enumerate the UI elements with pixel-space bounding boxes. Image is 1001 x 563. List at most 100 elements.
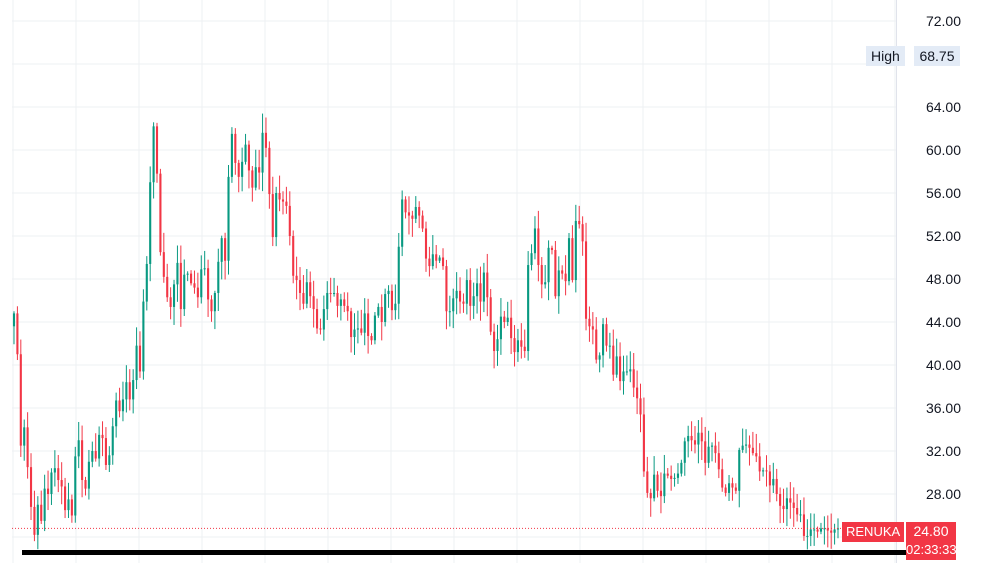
y-tick-label: 32.00 [925, 443, 961, 459]
candle-body [36, 504, 39, 535]
candle-body [155, 126, 159, 174]
candle-body [353, 329, 356, 338]
candle-body [707, 446, 710, 463]
y-tick-label: 56.00 [925, 185, 961, 201]
candle [125, 365, 128, 413]
candle [796, 493, 799, 522]
candle [745, 429, 748, 454]
candle [520, 323, 523, 359]
candle [476, 268, 479, 314]
candle [387, 285, 390, 308]
candle [98, 426, 101, 467]
candle-body [721, 469, 724, 488]
candle-body [533, 228, 537, 254]
candle-body [67, 499, 70, 511]
candle-body [836, 528, 840, 530]
candle-body [687, 435, 690, 442]
candle [537, 210, 540, 282]
candle-body [166, 276, 169, 298]
candle-body [207, 268, 210, 300]
candle-body [782, 505, 785, 510]
candle [789, 482, 792, 519]
candle-body [673, 477, 676, 479]
candle [159, 168, 162, 256]
candle [414, 196, 417, 224]
candle-body [693, 440, 697, 445]
candle [155, 122, 159, 183]
candle-body [46, 488, 50, 494]
candle [288, 191, 291, 246]
candle-body [550, 247, 554, 250]
candle [826, 515, 829, 548]
candle [247, 140, 250, 189]
candle-body [203, 268, 206, 270]
candle-body [486, 272, 489, 298]
candle-body [193, 283, 196, 288]
candle [683, 437, 686, 476]
candle [322, 295, 325, 341]
candle-body [12, 313, 16, 327]
candle-body [527, 265, 530, 352]
last-price-value: 24.80 [913, 523, 949, 539]
candle [421, 210, 424, 232]
candle [16, 306, 19, 361]
candle-body [356, 328, 359, 330]
candle [397, 233, 400, 320]
candle [445, 259, 448, 330]
candle [281, 191, 285, 215]
candle-body [772, 478, 775, 486]
candle-body [339, 299, 342, 306]
candle [424, 221, 428, 272]
candle [506, 301, 509, 326]
candle [639, 383, 642, 433]
y-tick-label: 28.00 [925, 486, 961, 502]
candle-body [40, 504, 43, 521]
candle [785, 487, 788, 527]
candle [217, 248, 220, 311]
candle-body [727, 483, 731, 493]
candle [190, 270, 193, 286]
candle [326, 281, 329, 320]
candle-body [809, 529, 812, 536]
candle [132, 369, 135, 414]
candle-body [234, 133, 237, 163]
candle-body [210, 299, 213, 312]
candle [772, 462, 775, 494]
candle [145, 256, 148, 311]
candle [581, 216, 584, 256]
candle-body [503, 316, 506, 322]
candle-body [292, 236, 295, 276]
candle-body [200, 269, 203, 298]
candle [479, 266, 482, 321]
candle [74, 446, 77, 523]
candle-body [115, 400, 118, 427]
candle-body [57, 468, 60, 481]
candle-body [118, 400, 121, 412]
candle [64, 477, 67, 519]
candle-body [424, 228, 428, 259]
candle [755, 433, 758, 463]
candle [646, 456, 649, 498]
candle [574, 204, 577, 293]
candle [193, 270, 196, 294]
candle [70, 494, 73, 523]
candle [448, 295, 451, 327]
candle [748, 435, 751, 466]
candle [670, 465, 673, 491]
candle-body [544, 282, 547, 285]
candle-body [336, 292, 339, 306]
candle-body [792, 502, 795, 508]
candle-body [704, 441, 707, 463]
candle-body [557, 270, 560, 297]
candle-body [510, 317, 513, 339]
candle [135, 327, 138, 390]
candle-body [435, 254, 438, 261]
candle [768, 464, 771, 503]
candle-body [595, 329, 598, 360]
candle [115, 392, 118, 438]
candle [36, 496, 39, 550]
candle [584, 222, 588, 331]
candle-body [438, 257, 441, 261]
